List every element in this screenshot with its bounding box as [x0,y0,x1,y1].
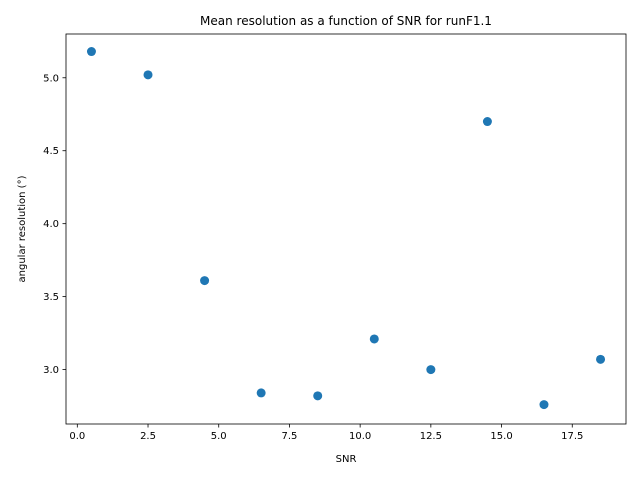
x-tick-label: 5.0 [211,431,227,442]
data-point [200,276,210,286]
data-point [426,365,436,375]
x-axis: 0.0 2.5 5.0 7.5 10.0 12.5 15.0 17.5 [69,424,583,442]
data-point [369,334,379,344]
axes-frame [65,33,627,425]
x-tick-label: 15.0 [490,431,512,442]
data-point [86,47,96,57]
data-points [86,47,606,410]
y-axis-label: angular resolution (°) [17,175,28,282]
x-axis-label: SNR [336,454,357,465]
y-tick-label: 4.5 [43,146,59,157]
data-point [313,391,323,401]
x-tick-label: 0.0 [69,431,85,442]
data-point [539,400,549,410]
data-point [143,70,153,80]
x-tick-label: 17.5 [561,431,583,442]
chart-title: Mean resolution as a function of SNR for… [200,14,492,28]
data-point [596,354,606,364]
x-tick-label: 2.5 [140,431,156,442]
y-axis: 3.0 3.5 4.0 4.5 5.0 [43,73,66,376]
data-point [256,388,266,398]
y-tick-label: 3.0 [43,365,59,376]
data-point [482,117,492,127]
x-tick-label: 10.0 [349,431,371,442]
y-tick-label: 3.5 [43,292,59,303]
plot-area: 0.0 2.5 5.0 7.5 10.0 12.5 15.0 17.5 3.0 3.5 4.0 4.… [43,33,627,442]
y-tick-label: 5.0 [43,73,59,84]
x-tick-label: 7.5 [281,431,297,442]
y-tick-label: 4.0 [43,219,59,230]
x-tick-label: 12.5 [420,431,442,442]
